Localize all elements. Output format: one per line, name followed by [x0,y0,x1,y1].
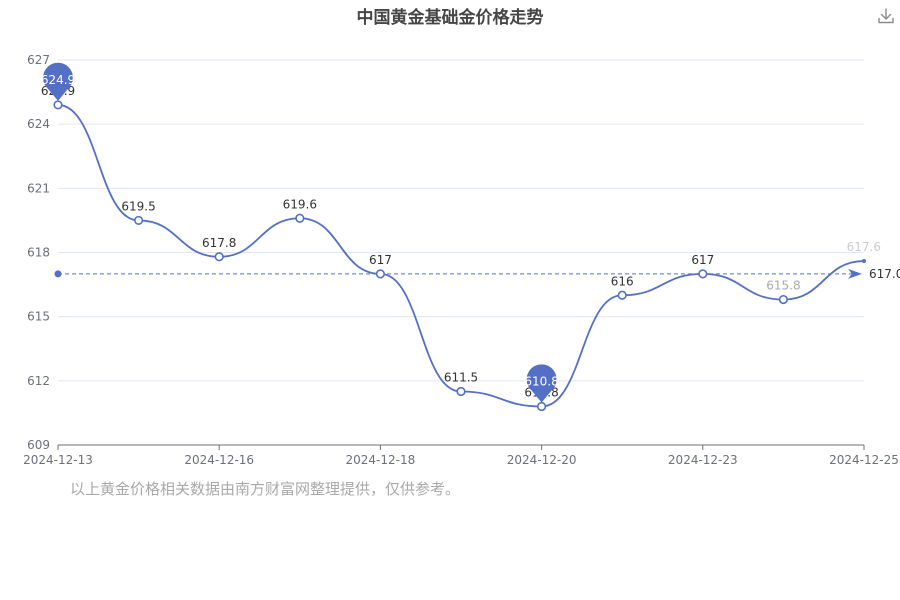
max-mark-pin: 624.9 [41,62,75,101]
mark-pin-shape [526,364,557,403]
y-tick-label: 618 [27,246,50,260]
data-point [536,401,547,412]
series [53,100,866,412]
x-tick-label: 2024-12-16 [184,453,254,467]
y-tick-label: 624 [27,117,50,131]
data-label: 617 [691,253,714,267]
data-point [456,386,466,397]
data-label: 619.6 [283,197,317,211]
average-markline: 617.0 [54,267,900,281]
y-tick-label: 609 [27,438,50,452]
y-tick-label: 615 [27,310,50,324]
x-tick-label: 2024-12-18 [346,453,416,467]
data-point [778,294,789,305]
mark-pin-label: 624.9 [41,73,75,87]
data-label: 611.5 [444,371,478,385]
data-point [862,259,866,264]
y-tick-label: 612 [27,374,50,388]
y-tick-label: 627 [27,53,50,67]
data-label: 617.6 [847,240,881,254]
data-point [617,290,627,300]
mark-points: 624.9 610.8 [41,62,559,403]
x-tick-label: 2024-12-23 [668,453,738,467]
x-tick-label: 2024-12-13 [23,453,93,467]
series-line [57,104,865,408]
min-mark-pin: 610.8 [524,364,559,403]
data-labels: 624.9619.5617.8619.6617611.5610.86166176… [41,84,881,400]
axes: 609 612 615 618 621 624 627 2024-12-13 2024-12-1… [23,53,899,467]
y-tick-label: 621 [27,181,50,195]
markline-arrow [848,268,862,279]
data-point [214,252,224,262]
mark-pin-label: 610.8 [524,375,558,389]
data-point [698,269,708,279]
data-point [375,269,386,279]
data-point [53,100,63,110]
markline-label: 617.0 [869,267,900,281]
data-label: 616 [611,274,634,288]
x-tick-label: 2024-12-25 [829,453,899,467]
data-label: 617 [369,253,392,267]
grid-lines [58,59,864,382]
download-icon [878,8,894,24]
data-label: 617.8 [202,236,236,250]
data-point [295,213,305,223]
data-point [134,215,144,226]
data-label: 615.8 [766,279,800,293]
data-label: 619.5 [121,199,155,213]
chart-title: 中国黄金基础金价格走势 [356,8,544,28]
mark-pin-shape [43,62,73,101]
x-tick-label: 2024-12-20 [507,453,577,467]
download-button[interactable] [876,6,896,26]
footnote: 以上黄金价格相关数据由南方财富网整理提供，仅供参考。 [70,480,461,498]
